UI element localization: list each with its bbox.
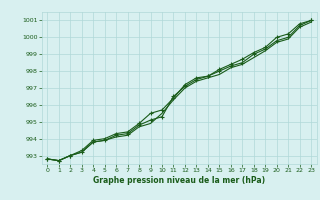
X-axis label: Graphe pression niveau de la mer (hPa): Graphe pression niveau de la mer (hPa) [93, 176, 265, 185]
